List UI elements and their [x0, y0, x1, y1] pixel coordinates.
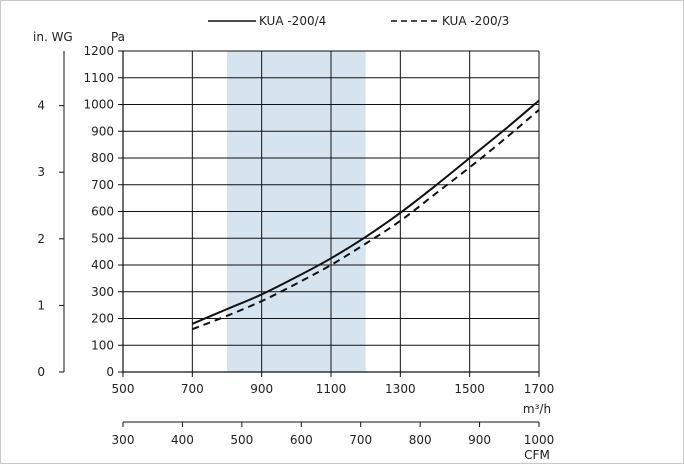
- y-tick-label: 0: [106, 365, 114, 379]
- x-tick-label: 1100: [316, 382, 347, 396]
- y-tick-label: 1000: [83, 98, 114, 112]
- y-tick-label: 1100: [83, 71, 114, 85]
- y-tick-label: 500: [91, 231, 114, 245]
- y-tick-label: 900: [91, 124, 114, 138]
- y2-tick-label: 2: [37, 232, 45, 246]
- x-tick-label: 700: [181, 382, 204, 396]
- series-line-2: [191, 109, 540, 331]
- y2-tick-label: 4: [37, 99, 45, 113]
- x-tick-label: 900: [250, 382, 273, 396]
- y-tick-label: 800: [91, 151, 114, 165]
- x2-tick-label: 300: [112, 433, 135, 447]
- y-axis-title: Pa: [111, 30, 125, 44]
- y2-tick-label: 1: [37, 298, 45, 312]
- x-tick-label: 1300: [385, 382, 416, 396]
- legend-layer: KUA -200/4 KUA -200/3: [208, 14, 509, 28]
- x2-tick-label: 1000: [524, 433, 555, 447]
- x-tick-label: 1500: [454, 382, 485, 396]
- x2-axis-title: CFM: [524, 448, 550, 462]
- y-tick-label: 700: [91, 178, 114, 192]
- y2-axis-title: in. WG: [33, 30, 73, 44]
- axes-layer: 0 100 200 300 400 500 600 700 800 900 1000 1100 1200…: [33, 30, 554, 462]
- x-axis-title: m³/h: [523, 402, 551, 416]
- x-tick-label: 1700: [524, 382, 555, 396]
- y-tick-label: 600: [91, 205, 114, 219]
- x2-tick-label: 700: [349, 433, 372, 447]
- y2-tick-label: 0: [37, 365, 45, 379]
- series-layer: [191, 99, 540, 331]
- series-line-1: [191, 99, 540, 325]
- x2-tick-label: 500: [230, 433, 253, 447]
- y-tick-label: 300: [91, 285, 114, 299]
- x2-tick-label: 400: [171, 433, 194, 447]
- y-tick-label: 200: [91, 312, 114, 326]
- y2-tick-label: 3: [37, 165, 45, 179]
- grid-layer: [123, 50, 540, 372]
- x2-tick-label: 800: [409, 433, 432, 447]
- y-tick-label: 1200: [83, 44, 114, 58]
- y-tick-label: 400: [91, 258, 114, 272]
- legend-label-1: KUA -200/4: [259, 14, 326, 28]
- legend-label-2: KUA -200/3: [442, 14, 509, 28]
- y-tick-label: 100: [91, 338, 114, 352]
- x2-tick-label: 600: [290, 433, 313, 447]
- x-tick-label: 500: [112, 382, 135, 396]
- x2-tick-label: 900: [468, 433, 491, 447]
